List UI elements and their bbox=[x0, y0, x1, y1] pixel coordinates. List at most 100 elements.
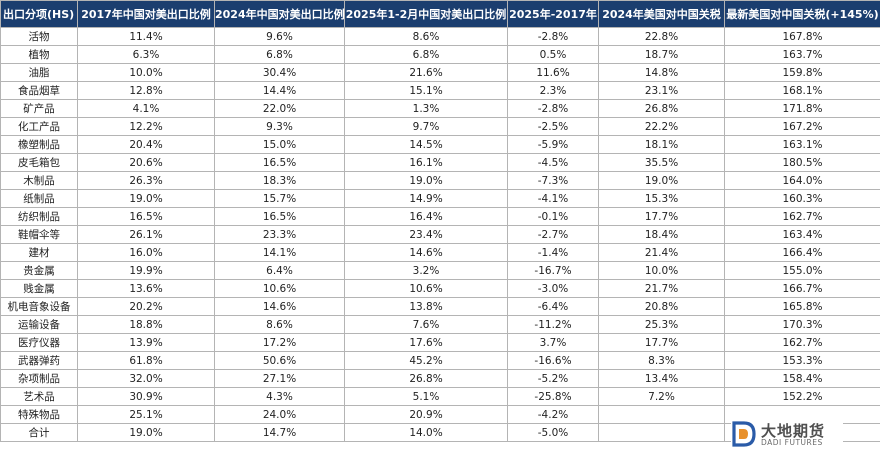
cell-2017-share: 20.4% bbox=[77, 135, 215, 154]
cell-2017-share: 30.9% bbox=[77, 387, 215, 406]
cell-2024-tariff: 22.2% bbox=[598, 117, 725, 136]
cell-2024-tariff: 10.0% bbox=[598, 261, 725, 280]
cell-2025-share: 16.1% bbox=[344, 153, 508, 172]
cell-2024-tariff: 23.1% bbox=[598, 81, 725, 100]
cell-2017-share: 61.8% bbox=[77, 351, 215, 370]
cell-2024-tariff: 26.8% bbox=[598, 99, 725, 118]
cell-category: 特殊物品 bbox=[0, 405, 78, 424]
cell-latest-tariff: 152.2% bbox=[724, 387, 880, 406]
table-row: 艺术品 30.9% 4.3% 5.1% -25.8% 7.2% 152.2% bbox=[0, 387, 880, 406]
tariff-export-table: 出口分项(HS) 2017年中国对美出口比例 2024年中国对美出口比例 202… bbox=[0, 0, 880, 442]
cell-2017-share: 19.9% bbox=[77, 261, 215, 280]
watermark-name-en: DADI FUTURES bbox=[761, 438, 823, 447]
cell-change: -7.3% bbox=[507, 171, 599, 190]
cell-2024-share: 9.6% bbox=[214, 27, 345, 46]
cell-latest-tariff: 163.1% bbox=[724, 135, 880, 154]
cell-2017-share: 26.1% bbox=[77, 225, 215, 244]
cell-2024-tariff: 14.8% bbox=[598, 63, 725, 82]
cell-2025-share: 21.6% bbox=[344, 63, 508, 82]
cell-2024-share: 9.3% bbox=[214, 117, 345, 136]
cell-2017-share: 18.8% bbox=[77, 315, 215, 334]
cell-2017-share: 32.0% bbox=[77, 369, 215, 388]
cell-2024-share: 15.0% bbox=[214, 135, 345, 154]
cell-2024-share: 14.6% bbox=[214, 297, 345, 316]
cell-category: 机电音象设备 bbox=[0, 297, 78, 316]
cell-2024-tariff: 13.4% bbox=[598, 369, 725, 388]
cell-2024-share: 16.5% bbox=[214, 153, 345, 172]
cell-2024-share: 14.7% bbox=[214, 423, 345, 442]
cell-latest-tariff: 164.0% bbox=[724, 171, 880, 190]
cell-2025-share: 9.7% bbox=[344, 117, 508, 136]
table-row: 纺织制品 16.5% 16.5% 16.4% -0.1% 17.7% 162.7% bbox=[0, 207, 880, 226]
cell-2024-tariff: 7.2% bbox=[598, 387, 725, 406]
cell-category: 植物 bbox=[0, 45, 78, 64]
cell-2024-tariff: 21.7% bbox=[598, 279, 725, 298]
cell-category: 木制品 bbox=[0, 171, 78, 190]
cell-change: -2.8% bbox=[507, 99, 599, 118]
cell-change: -4.1% bbox=[507, 189, 599, 208]
cell-latest-tariff: 168.1% bbox=[724, 81, 880, 100]
header-row: 出口分项(HS) 2017年中国对美出口比例 2024年中国对美出口比例 202… bbox=[0, 0, 880, 28]
cell-category: 艺术品 bbox=[0, 387, 78, 406]
cell-2024-tariff: 18.7% bbox=[598, 45, 725, 64]
cell-category: 鞋帽伞等 bbox=[0, 225, 78, 244]
table-row: 合计 19.0% 14.7% 14.0% -5.0% bbox=[0, 423, 880, 442]
cell-2017-share: 12.8% bbox=[77, 81, 215, 100]
cell-latest-tariff: 163.7% bbox=[724, 45, 880, 64]
table-row: 医疗仪器 13.9% 17.2% 17.6% 3.7% 17.7% 162.7% bbox=[0, 333, 880, 352]
cell-change: -1.4% bbox=[507, 243, 599, 262]
cell-category: 食品烟草 bbox=[0, 81, 78, 100]
cell-latest-tariff: 167.2% bbox=[724, 117, 880, 136]
cell-change: 2.3% bbox=[507, 81, 599, 100]
cell-2025-share: 15.1% bbox=[344, 81, 508, 100]
cell-change: -5.9% bbox=[507, 135, 599, 154]
table-row: 化工产品 12.2% 9.3% 9.7% -2.5% 22.2% 167.2% bbox=[0, 117, 880, 136]
cell-2025-share: 26.8% bbox=[344, 369, 508, 388]
cell-2025-share: 14.5% bbox=[344, 135, 508, 154]
cell-category: 运输设备 bbox=[0, 315, 78, 334]
cell-2024-share: 14.4% bbox=[214, 81, 345, 100]
cell-change: 11.6% bbox=[507, 63, 599, 82]
cell-2025-share: 3.2% bbox=[344, 261, 508, 280]
cell-2024-tariff: 8.3% bbox=[598, 351, 725, 370]
table-row: 运输设备 18.8% 8.6% 7.6% -11.2% 25.3% 170.3% bbox=[0, 315, 880, 334]
cell-2017-share: 11.4% bbox=[77, 27, 215, 46]
cell-category: 医疗仪器 bbox=[0, 333, 78, 352]
cell-2017-share: 6.3% bbox=[77, 45, 215, 64]
table-row: 油脂 10.0% 30.4% 21.6% 11.6% 14.8% 159.8% bbox=[0, 63, 880, 82]
cell-change: -25.8% bbox=[507, 387, 599, 406]
cell-2025-share: 14.0% bbox=[344, 423, 508, 442]
table-row: 食品烟草 12.8% 14.4% 15.1% 2.3% 23.1% 168.1% bbox=[0, 81, 880, 100]
cell-2024-tariff bbox=[598, 405, 725, 424]
cell-2024-tariff bbox=[598, 423, 725, 442]
cell-2024-share: 22.0% bbox=[214, 99, 345, 118]
cell-change: -16.6% bbox=[507, 351, 599, 370]
cell-change: -4.5% bbox=[507, 153, 599, 172]
cell-category: 矿产品 bbox=[0, 99, 78, 118]
cell-change: -4.2% bbox=[507, 405, 599, 424]
cell-change: -3.0% bbox=[507, 279, 599, 298]
cell-change: -5.2% bbox=[507, 369, 599, 388]
cell-2025-share: 14.6% bbox=[344, 243, 508, 262]
cell-2024-share: 16.5% bbox=[214, 207, 345, 226]
cell-category: 杂项制品 bbox=[0, 369, 78, 388]
header-cell-latest-tariff: 最新美国对中国关税(+145%) bbox=[724, 0, 880, 28]
cell-change: -5.0% bbox=[507, 423, 599, 442]
cell-change: -6.4% bbox=[507, 297, 599, 316]
cell-2017-share: 16.0% bbox=[77, 243, 215, 262]
cell-2024-share: 15.7% bbox=[214, 189, 345, 208]
header-cell-change: 2025年-2017年 bbox=[507, 0, 599, 28]
cell-latest-tariff: 163.4% bbox=[724, 225, 880, 244]
cell-2025-share: 13.8% bbox=[344, 297, 508, 316]
cell-change: -2.5% bbox=[507, 117, 599, 136]
cell-2017-share: 26.3% bbox=[77, 171, 215, 190]
cell-category: 纺织制品 bbox=[0, 207, 78, 226]
cell-change: -2.7% bbox=[507, 225, 599, 244]
cell-2024-tariff: 20.8% bbox=[598, 297, 725, 316]
table-row: 杂项制品 32.0% 27.1% 26.8% -5.2% 13.4% 158.4% bbox=[0, 369, 880, 388]
cell-2024-share: 17.2% bbox=[214, 333, 345, 352]
cell-2025-share: 14.9% bbox=[344, 189, 508, 208]
cell-2024-tariff: 35.5% bbox=[598, 153, 725, 172]
cell-2017-share: 19.0% bbox=[77, 423, 215, 442]
cell-2017-share: 12.2% bbox=[77, 117, 215, 136]
